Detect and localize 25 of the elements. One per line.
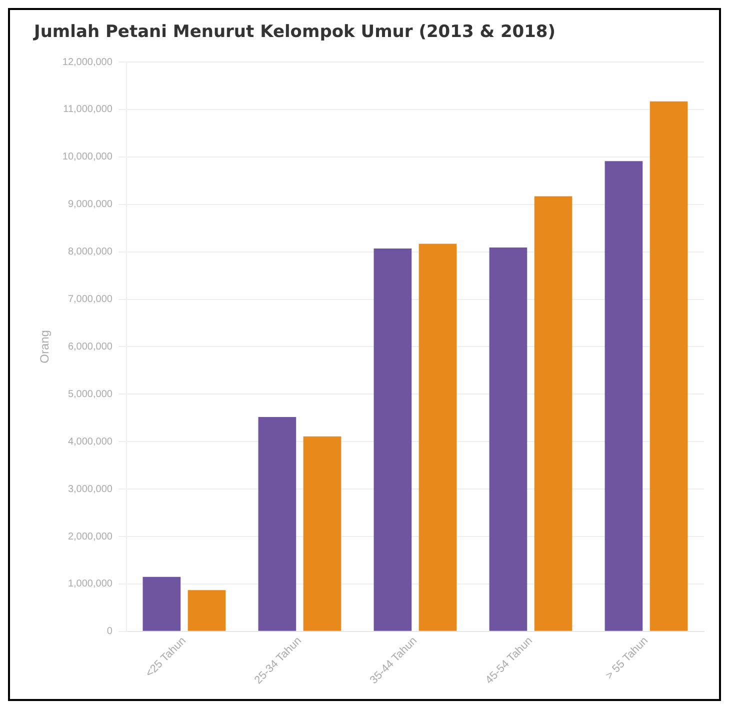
y-tick-label: 8,000,000: [68, 246, 113, 258]
bar: [418, 244, 457, 631]
y-tick-label: 0: [106, 626, 113, 638]
y-tick-label: 11,000,000: [63, 104, 113, 116]
bar: [650, 101, 688, 631]
bar: [534, 196, 572, 631]
y-tick-label: 1,000,000: [68, 578, 113, 590]
y-tick-label: 6,000,000: [68, 341, 113, 352]
bar: [188, 590, 226, 631]
bar: [258, 416, 296, 631]
y-axis-title: Orang: [38, 330, 52, 364]
bar: [604, 161, 643, 631]
y-tick-label: 5,000,000: [68, 388, 113, 400]
y-tick-label: 2,000,000: [68, 531, 113, 542]
chart-title: Jumlah Petani Menurut Kelompok Umur (2013 & 2018): [34, 22, 557, 42]
y-tick-label: 12,000,000: [62, 56, 113, 68]
y-tick-label: 10,000,000: [62, 152, 113, 163]
bar: [374, 248, 412, 631]
y-tick-label: 4,000,000: [68, 436, 113, 448]
bar: [489, 248, 528, 631]
bar: [142, 576, 181, 631]
y-tick-label: 7,000,000: [68, 294, 113, 306]
bar: [303, 436, 342, 631]
y-tick-label: 9,000,000: [68, 199, 113, 210]
y-tick-label: 3,000,000: [68, 484, 113, 495]
